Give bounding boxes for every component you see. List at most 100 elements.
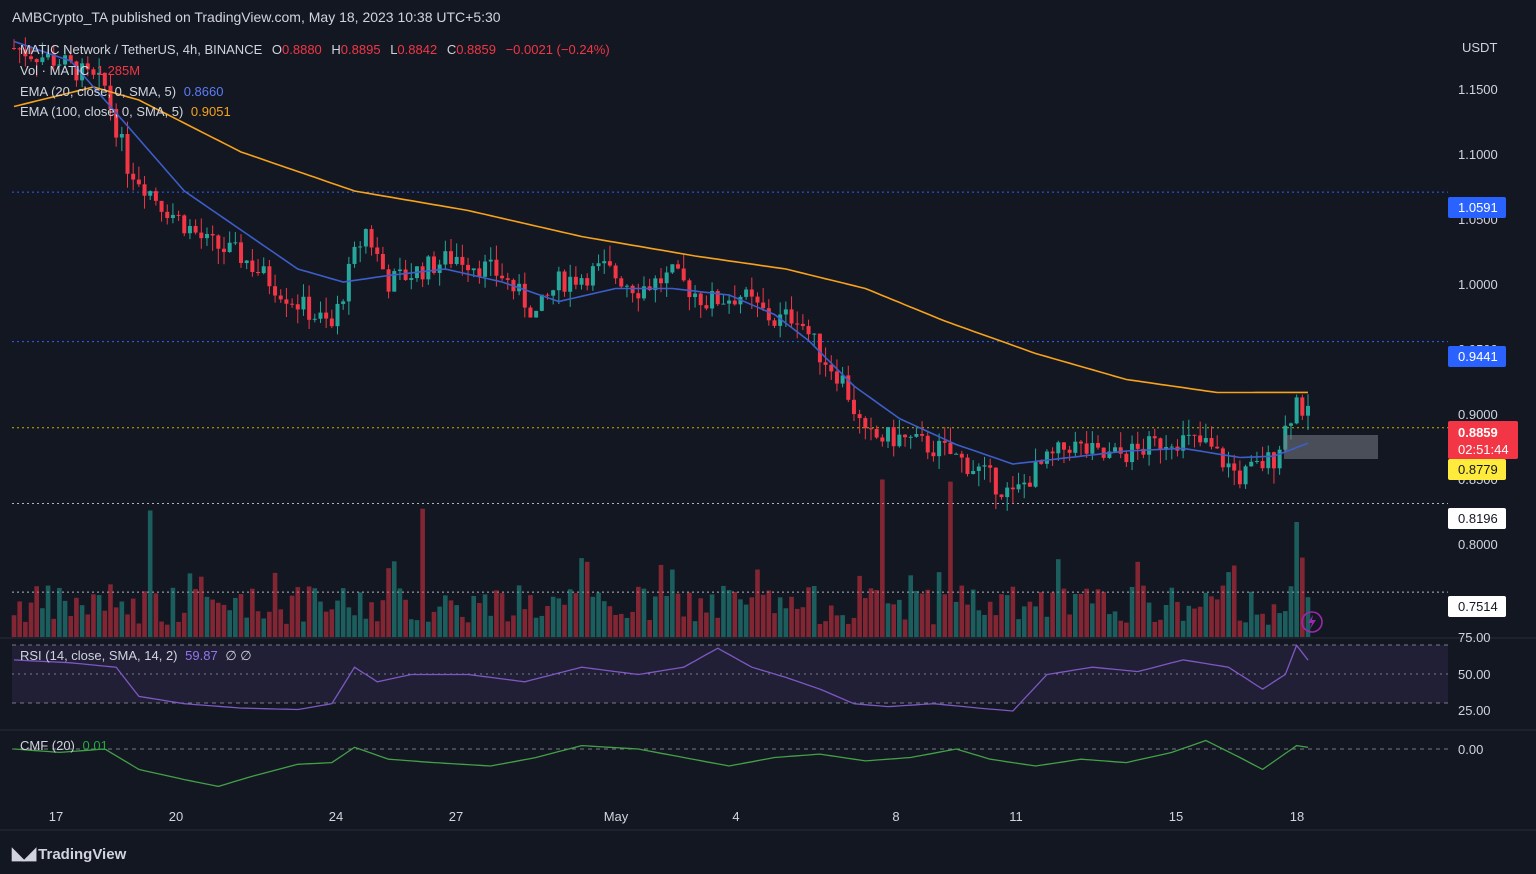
- volume-bar: [289, 595, 295, 637]
- volume-bar: [471, 596, 477, 637]
- candle-body: [1084, 443, 1089, 454]
- candle-body: [528, 307, 533, 318]
- candle-body: [602, 261, 607, 264]
- candle-body: [982, 465, 987, 467]
- candle-body: [397, 269, 402, 272]
- candle-body: [1169, 446, 1174, 448]
- volume-bar: [601, 601, 607, 637]
- legend-ema20-row[interactable]: EMA (20, close, 0, SMA, 5) 0.8660: [20, 84, 223, 99]
- volume-bar: [386, 568, 391, 637]
- volume-bar: [68, 616, 74, 637]
- volume-bar: [170, 587, 176, 637]
- candle-body: [80, 63, 85, 81]
- candle-body: [1044, 451, 1049, 464]
- volume-bar: [687, 592, 692, 637]
- candle-body: [193, 226, 198, 233]
- badge-level-3-text: 0.8196: [1458, 511, 1498, 526]
- candle-body: [363, 229, 368, 247]
- candle-body: [1067, 449, 1072, 453]
- candle-body: [437, 264, 442, 273]
- candle-body: [937, 440, 942, 457]
- candle-body: [153, 191, 158, 201]
- legend-ema100-row[interactable]: EMA (100, close, 0, SMA, 5) 0.9051: [20, 104, 231, 119]
- candle-body: [142, 184, 147, 196]
- volume-bar: [630, 611, 635, 637]
- volume-bar: [454, 605, 459, 637]
- volume-bar: [301, 621, 306, 637]
- candle-body: [85, 63, 90, 70]
- candle-body: [1260, 460, 1265, 469]
- candle-body: [1158, 438, 1163, 450]
- volume-bar: [403, 599, 408, 637]
- candle-body: [318, 312, 323, 319]
- candle-body: [239, 242, 244, 264]
- candle-body: [800, 323, 805, 327]
- candle-body: [607, 261, 612, 266]
- candle-body: [256, 272, 261, 274]
- volume-bar: [1129, 586, 1135, 637]
- volume-bar: [159, 621, 164, 637]
- candle-body: [375, 247, 380, 254]
- candle-body: [17, 48, 22, 50]
- candle-body: [426, 256, 431, 280]
- candle-body: [681, 268, 686, 281]
- candle-body: [386, 269, 391, 292]
- volume-bar: [965, 604, 970, 637]
- volume-bar: [675, 593, 681, 637]
- candle-body: [693, 293, 698, 298]
- volume-bar: [885, 603, 891, 637]
- candle-body: [500, 275, 505, 279]
- candle-body: [829, 364, 834, 372]
- volume-bar: [437, 606, 442, 637]
- volume-bar: [1282, 611, 1288, 637]
- candle-body: [352, 246, 357, 264]
- candle-body: [369, 229, 374, 248]
- tradingview-logo[interactable]: ◣◢ TradingView: [12, 844, 126, 864]
- candle-body: [562, 271, 567, 292]
- volume-bar: [198, 576, 204, 637]
- rsi-value: 59.87: [185, 648, 218, 663]
- volume-bar: [908, 575, 914, 637]
- volume-bar: [845, 623, 851, 637]
- price-tick: 1.1500: [1458, 82, 1498, 97]
- candle-body: [539, 294, 544, 311]
- candle-body: [914, 434, 919, 437]
- candle-body: [261, 266, 266, 274]
- legend-rsi-row[interactable]: RSI (14, close, SMA, 14, 2) 59.87 ∅ ∅: [20, 648, 252, 664]
- volume-bar: [147, 510, 153, 637]
- rsi-tick: 50.00: [1458, 667, 1491, 682]
- candle-body: [108, 85, 113, 109]
- candle-body: [1294, 397, 1299, 424]
- candle-body: [573, 276, 578, 285]
- volume-bar: [624, 617, 630, 637]
- candle-body: [284, 299, 289, 304]
- candle-body: [40, 57, 45, 63]
- volume-bar: [96, 595, 102, 637]
- legend-volume-row[interactable]: Vol · MATIC 1.285M: [20, 63, 140, 78]
- candle-body: [454, 256, 459, 264]
- candle-body: [431, 256, 436, 273]
- ema20-value: 0.8660: [183, 84, 224, 99]
- volume-bar: [533, 617, 539, 637]
- symbol-title[interactable]: MATIC Network / TetherUS, 4h, BINANCE: [20, 42, 263, 57]
- x-tick: 4: [732, 809, 739, 824]
- volume-bar: [284, 623, 289, 637]
- x-tick: May: [604, 809, 629, 824]
- legend-cmf-row[interactable]: CMF (20) 0.01: [20, 738, 108, 753]
- volume-bar: [1141, 585, 1146, 637]
- volume-bar: [641, 588, 647, 637]
- volume-bar: [1061, 588, 1067, 637]
- candle-body: [233, 242, 238, 244]
- candle-body: [1135, 443, 1140, 449]
- candle-body: [505, 278, 510, 280]
- volume-bar: [74, 597, 79, 637]
- candle-body: [125, 134, 130, 174]
- candle-body: [358, 246, 363, 248]
- rsi-label: RSI (14, close, SMA, 14, 2): [20, 648, 178, 663]
- volume-bar: [1169, 587, 1175, 637]
- candle-body: [204, 233, 209, 239]
- volume-bar: [323, 611, 329, 637]
- volume-bar: [664, 595, 669, 637]
- lightning-icon[interactable]: [1301, 611, 1323, 633]
